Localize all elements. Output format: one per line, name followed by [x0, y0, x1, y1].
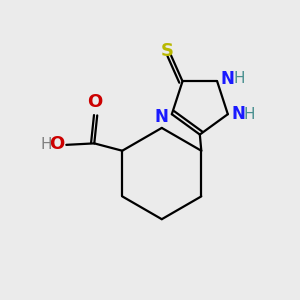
Text: H: H [233, 71, 244, 86]
Text: H: H [41, 137, 52, 152]
Text: N: N [231, 105, 245, 123]
Text: N: N [154, 108, 168, 126]
Text: O: O [87, 93, 103, 111]
Text: H: H [244, 107, 255, 122]
Text: O: O [50, 135, 65, 153]
Text: S: S [161, 42, 174, 60]
Text: N: N [221, 70, 235, 88]
